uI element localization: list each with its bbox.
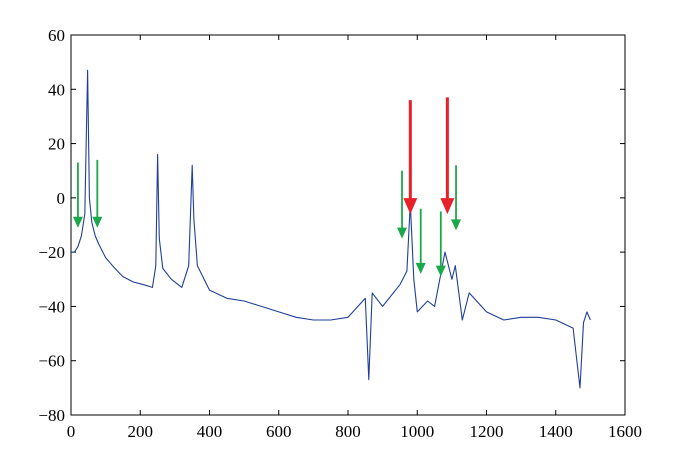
green-arrow bbox=[72, 162, 83, 228]
series-line bbox=[71, 69, 591, 389]
y-axis: 60 40 20 0 −20 −40 −60 −80 bbox=[38, 26, 625, 425]
x-tick-label: 200 bbox=[128, 422, 154, 441]
x-tick-label: 1200 bbox=[470, 422, 504, 441]
y-tick-label: −40 bbox=[38, 297, 65, 316]
x-tick-label: 1400 bbox=[539, 422, 573, 441]
y-tick-label: 60 bbox=[48, 26, 65, 45]
x-axis: 0 200 400 600 800 1000 1200 1400 1600 bbox=[67, 35, 642, 441]
green-arrow bbox=[451, 165, 462, 231]
x-tick-label: 600 bbox=[266, 422, 292, 441]
arrow-head bbox=[72, 216, 83, 228]
green-arrow bbox=[92, 159, 103, 228]
arrow-head bbox=[403, 198, 418, 215]
x-tick-label: 1000 bbox=[400, 422, 434, 441]
plot-frame bbox=[70, 34, 626, 416]
y-tick-label: −80 bbox=[38, 406, 65, 425]
red-arrow bbox=[440, 97, 455, 215]
red-arrow bbox=[403, 100, 418, 215]
green-arrow bbox=[397, 170, 408, 239]
arrow-head bbox=[451, 219, 462, 231]
arrow-head bbox=[415, 262, 426, 274]
x-tick-label: 400 bbox=[197, 422, 223, 441]
y-tick-label: 20 bbox=[48, 135, 65, 154]
series-layer bbox=[71, 69, 591, 389]
annotation-arrows bbox=[72, 97, 462, 277]
y-tick-label: 0 bbox=[57, 189, 66, 208]
arrow-head bbox=[92, 216, 103, 228]
x-tick-label: 1600 bbox=[608, 422, 642, 441]
y-tick-label: 40 bbox=[48, 80, 65, 99]
y-tick-label: −20 bbox=[38, 243, 65, 262]
green-arrow bbox=[415, 208, 426, 274]
x-tick-label: 0 bbox=[67, 422, 76, 441]
y-tick-label: −60 bbox=[38, 352, 65, 371]
green-arrow bbox=[435, 211, 446, 277]
arrow-head bbox=[397, 227, 408, 239]
arrow-head bbox=[440, 198, 455, 215]
x-tick-label: 800 bbox=[335, 422, 361, 441]
arrow-head bbox=[435, 265, 446, 277]
